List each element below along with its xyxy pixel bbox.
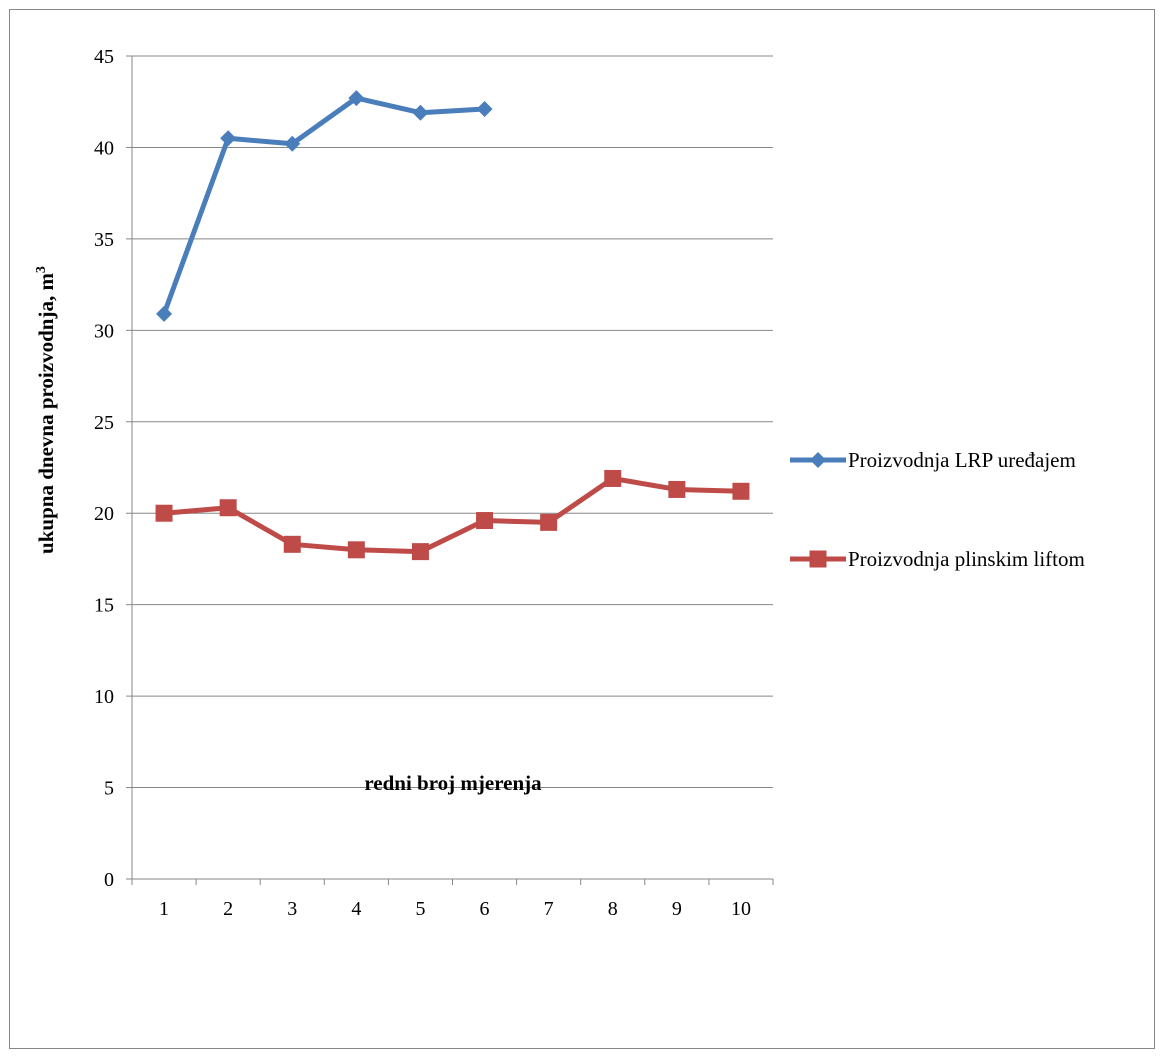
series-1 — [156, 90, 493, 322]
y-tick-label: 0 — [104, 869, 114, 891]
data-point — [604, 469, 622, 487]
legend: Proizvodnja LRP uređajem Proizvodnja plin… — [790, 448, 1085, 571]
x-tick-label: 6 — [480, 898, 490, 920]
y-tick-label: 45 — [94, 46, 114, 68]
data-point — [348, 90, 365, 107]
chart-area — [9, 9, 1155, 1049]
y-axis-title-text: ukupna dnevna proizvodnja, m — [34, 273, 58, 554]
data-point — [540, 513, 558, 531]
y-tick-label: 5 — [104, 778, 114, 800]
x-tick-label: 4 — [351, 898, 361, 920]
data-point — [668, 480, 686, 498]
series-2 — [155, 469, 750, 561]
x-tick-label: 1 — [159, 898, 169, 920]
data-point — [283, 535, 301, 553]
data-point — [732, 482, 750, 500]
legend-label: Proizvodnja plinskim liftom — [848, 547, 1085, 571]
x-tick-label: 9 — [672, 898, 682, 920]
axes — [126, 55, 774, 885]
legend-label: Proizvodnja LRP uređajem — [848, 448, 1076, 472]
x-tick-label: 8 — [608, 898, 618, 920]
data-point — [412, 104, 429, 121]
y-tick-label: 20 — [94, 503, 114, 525]
data-point — [284, 135, 301, 152]
legend-marker — [810, 452, 826, 468]
data-point — [347, 541, 365, 559]
legend-marker — [809, 550, 827, 568]
y-tick-label: 30 — [94, 320, 114, 342]
y-tick-label: 40 — [94, 137, 114, 159]
series-line — [161, 95, 488, 317]
x-tick-label: 3 — [287, 898, 297, 920]
x-tick-labels: 1 2 3 4 5 6 7 8 9 10 — [159, 898, 751, 920]
y-axis-title: ukupna dnevna proizvodnja, m3 — [34, 266, 58, 554]
x-tick-label: 10 — [731, 898, 751, 920]
y-tick-label: 15 — [94, 595, 114, 617]
legend-item-1: Proizvodnja LRP uređajem — [790, 448, 1076, 472]
y-tick-labels: 0 5 10 15 20 25 30 35 40 45 — [94, 46, 114, 891]
y-tick-label: 35 — [94, 229, 114, 251]
data-point — [155, 504, 173, 522]
data-point — [476, 101, 493, 118]
x-tick-label: 2 — [223, 898, 233, 920]
y-axis-title-superscript: 3 — [34, 266, 49, 273]
data-point — [219, 499, 237, 517]
gridlines — [132, 55, 773, 789]
data-point — [220, 130, 237, 147]
data-point — [476, 512, 494, 530]
series-lines — [155, 90, 750, 561]
data-point — [411, 543, 429, 561]
x-axis-title: redni broj mjerenja — [364, 771, 542, 795]
x-tick-label: 5 — [415, 898, 425, 920]
x-tick-label: 7 — [544, 898, 554, 920]
series-line — [161, 475, 744, 555]
y-tick-label: 25 — [94, 412, 114, 434]
legend-item-2: Proizvodnja plinskim liftom — [790, 547, 1085, 571]
data-point — [156, 305, 173, 322]
y-tick-label: 10 — [94, 686, 114, 708]
